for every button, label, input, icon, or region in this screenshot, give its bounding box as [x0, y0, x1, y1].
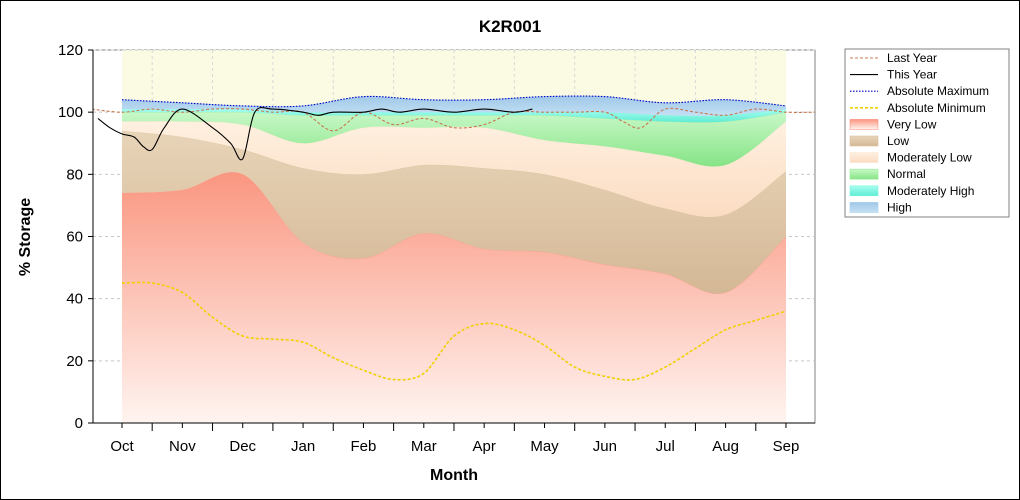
- legend-label-moderately-high: Moderately High: [887, 184, 974, 198]
- legend-swatch-high: [849, 202, 879, 213]
- x-tick-label: Mar: [411, 438, 437, 455]
- legend-label-high: High: [887, 200, 912, 214]
- legend: Last Year This Year Absolute Maximum Absolu…: [844, 48, 1010, 218]
- x-tick-label: Apr: [472, 438, 495, 455]
- y-tick-label: 60: [66, 229, 83, 246]
- series-last-year: [93, 107, 815, 132]
- legend-swatch-moderately-low: [849, 152, 879, 163]
- legend-swatch-normal: [849, 168, 879, 180]
- band-moderately-high: [122, 108, 786, 123]
- band-very-low: [122, 172, 786, 423]
- series-this-year: [97, 106, 533, 161]
- x-tick-label: Jul: [656, 438, 675, 455]
- legend-label-absolute-minimum: Absolute Minimum: [887, 101, 986, 115]
- x-tick-label: Dec: [229, 438, 256, 455]
- y-tick-label: 20: [66, 353, 83, 370]
- x-axis-label: Month: [430, 467, 478, 484]
- legend-label-low: Low: [887, 134, 909, 148]
- band-normal: [122, 111, 786, 167]
- y-tick-label: 80: [66, 166, 83, 183]
- x-tick-label: Jan: [291, 438, 315, 455]
- y-tick-label: 40: [66, 291, 83, 308]
- legend-label-last-year: Last Year: [887, 51, 937, 65]
- axes: 0 20 40 60 80 100 120 Oct Nov Dec Jan Feb Mar Apr May J…: [58, 42, 815, 455]
- legend-label-very-low: Very Low: [887, 117, 937, 131]
- legend-label-absolute-maximum: Absolute Maximum: [887, 84, 989, 98]
- series-lines: [93, 95, 815, 381]
- series-absolute-minimum: [121, 281, 787, 381]
- x-tick-label: May: [530, 438, 559, 455]
- y-tick-label: 0: [75, 415, 83, 432]
- series-absolute-maximum: [121, 95, 787, 108]
- band-low: [122, 130, 786, 294]
- legend-swatch-low: [849, 135, 879, 147]
- chart-title: K2R001: [479, 17, 541, 36]
- legend-label-this-year: This Year: [887, 68, 937, 82]
- band-edge-low: [121, 130, 787, 218]
- legend-label-moderately-low: Moderately Low: [887, 151, 972, 165]
- x-tick-label: Feb: [351, 438, 377, 455]
- band-moderately-low: [122, 121, 786, 217]
- legend-label-normal: Normal: [887, 167, 926, 181]
- legend-swatch-moderately-high: [849, 185, 879, 197]
- y-tick-label: 100: [58, 104, 83, 121]
- x-tick-label: Nov: [169, 438, 196, 455]
- y-axis-label: % Storage: [17, 198, 34, 276]
- x-tick-label: Aug: [712, 438, 739, 455]
- x-tick-label: Oct: [110, 438, 134, 455]
- x-tick-label: Sep: [773, 438, 800, 455]
- percentile-bands: [121, 95, 787, 423]
- x-tick-label: Jun: [593, 438, 617, 455]
- legend-swatch-very-low: [849, 119, 879, 130]
- band-edge-very-low: [121, 171, 787, 295]
- y-tick-label: 120: [58, 42, 83, 59]
